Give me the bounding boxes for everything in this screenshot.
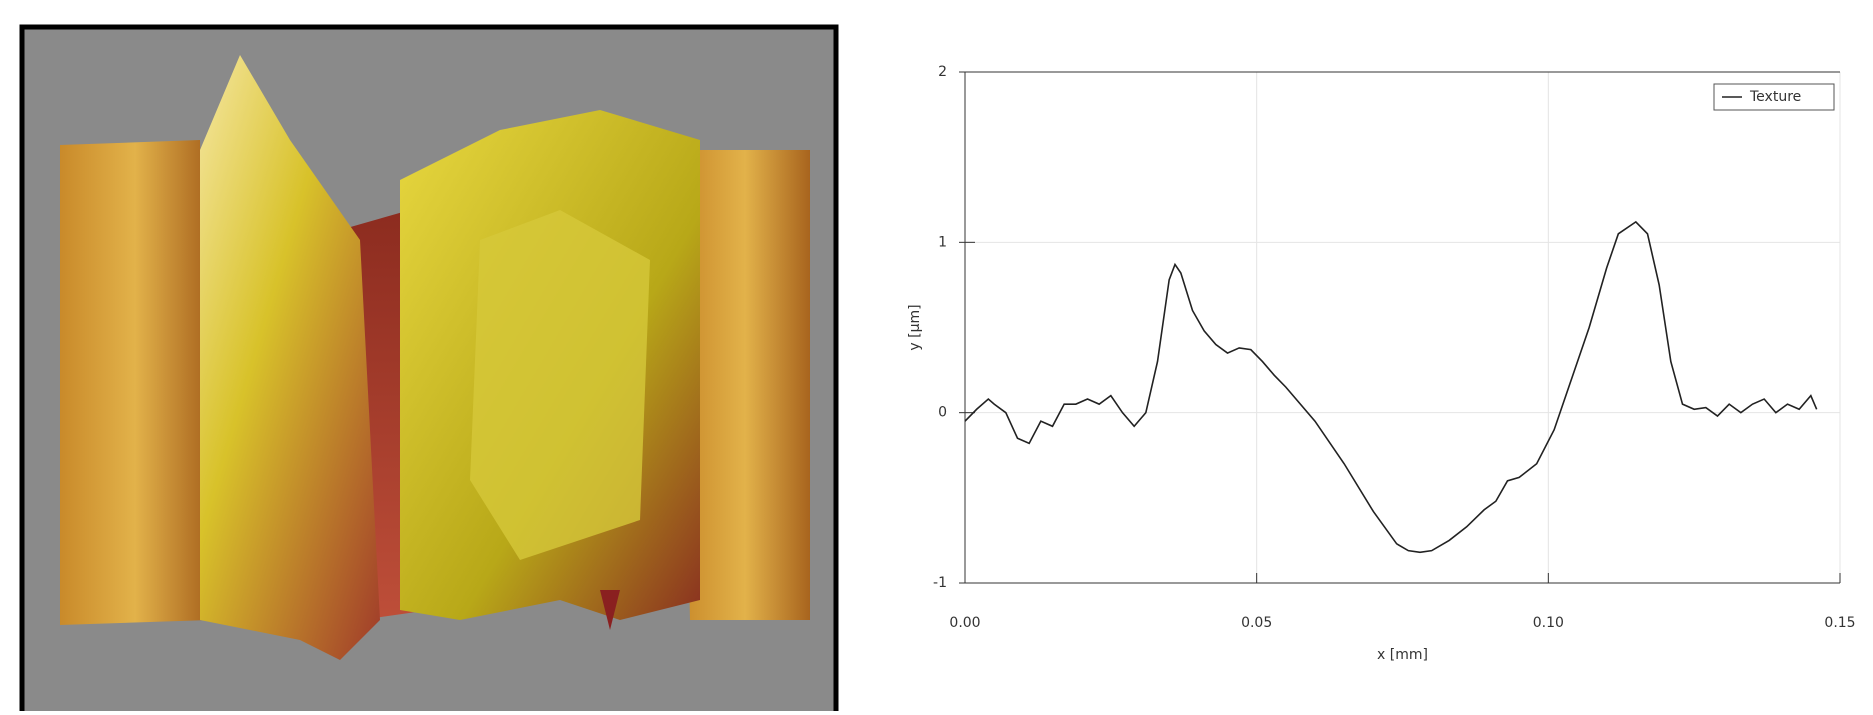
x-tick-label: 0.10 <box>1533 615 1564 631</box>
plot-area <box>965 72 1840 583</box>
y-axis-label: y [µm] <box>907 304 923 350</box>
x-axis-label: x [mm] <box>1377 647 1428 663</box>
y-tick-label: 2 <box>938 64 947 80</box>
y-tick-label: 0 <box>938 405 947 421</box>
data-line <box>964 220 1818 554</box>
profile-chart: 0.00 0.05 0.10 0.15 -1 0 1 2 x [mm] y [µm] Texture <box>907 64 1856 663</box>
y-tick-label: -1 <box>933 575 947 591</box>
x-tick-label: 0.00 <box>949 615 980 631</box>
x-tick-label: 0.15 <box>1824 615 1855 631</box>
y-tick-label: 1 <box>938 234 947 250</box>
x-tick-label: 0.05 <box>1241 615 1272 631</box>
legend-label: Texture <box>1749 89 1801 105</box>
surface-image <box>19 24 839 715</box>
